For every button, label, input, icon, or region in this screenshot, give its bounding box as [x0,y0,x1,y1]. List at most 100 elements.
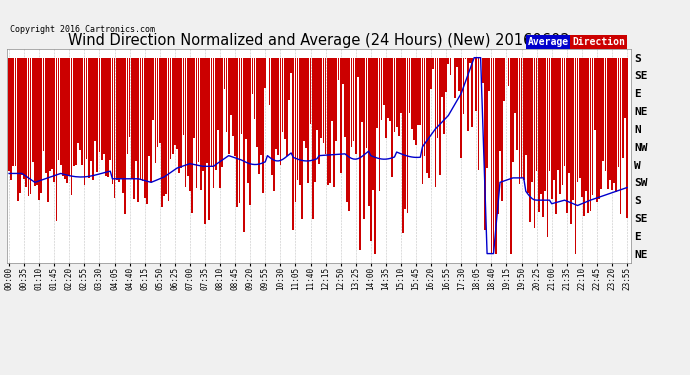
Bar [456,58,457,67]
Bar [146,58,148,204]
Bar [43,58,44,151]
Bar [523,58,524,180]
Bar [116,58,117,180]
Bar [546,58,549,237]
Bar [353,58,355,141]
Bar [256,58,257,147]
Bar [206,58,208,163]
Bar [443,58,445,134]
Bar [202,58,204,171]
Bar [351,58,353,147]
Bar [213,58,215,188]
Bar [226,58,228,132]
Bar [191,58,193,213]
Bar [187,58,188,176]
Bar [562,58,563,185]
Bar [297,58,299,180]
Bar [224,58,225,89]
Bar [355,58,357,154]
Bar [197,58,199,162]
Bar [331,58,333,121]
Bar [624,58,626,118]
Bar [271,58,273,175]
Bar [95,58,96,141]
Bar [217,58,219,130]
Bar [56,58,57,221]
Bar [439,58,441,175]
Bar [286,58,288,156]
Bar [583,58,585,216]
Bar [568,58,570,173]
Bar [570,58,572,224]
Bar [53,58,55,183]
Bar [402,58,404,233]
Bar [325,58,326,154]
Bar [579,58,580,178]
Bar [508,58,509,86]
Bar [542,58,544,217]
Bar [10,58,12,180]
Bar [424,58,426,156]
Bar [164,58,165,196]
Bar [435,58,436,187]
Bar [83,58,86,185]
Bar [344,58,346,138]
Bar [150,58,152,182]
Bar [581,58,582,196]
Bar [406,58,408,213]
Bar [592,58,593,195]
Bar [553,58,555,180]
Bar [260,58,262,155]
Bar [90,58,92,161]
Bar [335,58,337,141]
Bar [23,58,25,179]
Bar [17,58,19,201]
Bar [30,58,32,194]
Bar [112,58,113,183]
Bar [303,58,305,141]
Bar [144,58,146,198]
Bar [185,58,186,187]
Bar [36,58,38,185]
Bar [81,58,83,165]
Bar [79,58,81,150]
Bar [235,58,236,156]
Bar [168,58,169,201]
Bar [254,58,255,119]
Bar [587,58,589,213]
Bar [14,58,17,165]
Bar [152,58,154,120]
Bar [577,58,578,182]
Bar [544,58,546,191]
Bar [387,58,389,118]
Bar [210,58,213,167]
Bar [497,58,499,214]
Bar [400,58,402,112]
Bar [49,58,51,171]
Bar [72,58,75,166]
Bar [306,58,307,147]
Bar [262,58,264,192]
Bar [493,58,495,254]
Bar [282,58,284,132]
Bar [475,58,477,111]
Bar [512,58,514,162]
Bar [366,58,367,148]
Bar [531,58,533,182]
Bar [413,58,415,140]
Bar [462,58,464,114]
Bar [252,58,253,94]
Bar [64,58,66,179]
Bar [181,58,182,168]
Bar [215,58,217,170]
Bar [155,58,157,163]
Bar [555,58,557,214]
Bar [464,58,466,59]
Bar [454,58,455,98]
Bar [564,58,566,166]
Bar [19,58,21,193]
Bar [21,58,23,175]
Bar [103,58,105,154]
Bar [428,58,430,178]
Bar [316,58,318,130]
